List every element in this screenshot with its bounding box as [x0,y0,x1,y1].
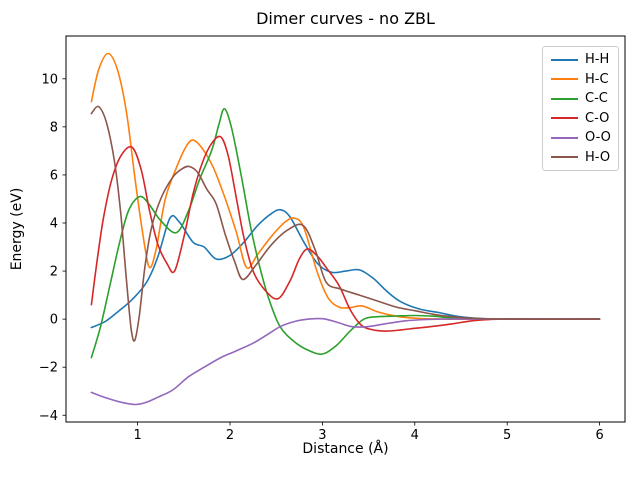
legend-label: C-C [585,91,608,107]
legend: H-H H-C C-C C-O O-O H-O [542,46,619,171]
x-tick-label: 3 [318,428,326,443]
y-axis-label: Energy (eV) [9,187,25,271]
series-H-O [90,105,601,342]
legend-line-sample [551,78,578,81]
series-C-O [90,135,601,332]
legend-item-C-C: C-C [543,89,618,109]
legend-label: H-O [585,149,611,165]
x-tick-label: 6 [595,428,603,443]
x-tick-label: 1 [133,428,141,443]
legend-line-sample [551,97,578,100]
series-H-C [90,52,601,320]
legend-label: O-O [585,130,611,146]
y-tick-label: −4 [39,409,58,424]
legend-item-H-C: H-C [543,70,618,90]
x-tick-label: 2 [226,428,234,443]
y-tick-label: 6 [50,168,58,183]
y-tick-label: 10 [41,72,58,87]
x-tick-label: 4 [411,428,419,443]
series-C-C [90,108,601,359]
y-tick-label: 8 [50,120,58,135]
y-tick-label: 0 [50,313,58,328]
y-tick-label: 2 [50,265,58,280]
legend-label: H-H [585,52,610,68]
legend-line-sample [551,156,578,159]
legend-line-sample [551,117,578,120]
legend-item-C-O: C-O [543,109,618,129]
x-tick-label: 5 [503,428,511,443]
legend-line-sample [551,136,578,139]
series-O-O [90,317,601,406]
legend-item-H-O: H-O [543,148,618,168]
legend-line-sample [551,58,578,61]
y-tick-label: −2 [39,361,58,376]
legend-label: C-O [585,110,610,126]
legend-label: H-C [585,71,609,87]
plot-spines [65,35,626,423]
series-H-H [90,208,601,329]
legend-item-H-H: H-H [543,50,618,70]
chart-title: Dimer curves - no ZBL [256,9,435,28]
y-tick-label: 4 [50,216,58,231]
x-axis-label: Distance (Å) [302,441,389,457]
legend-item-O-O: O-O [543,128,618,148]
